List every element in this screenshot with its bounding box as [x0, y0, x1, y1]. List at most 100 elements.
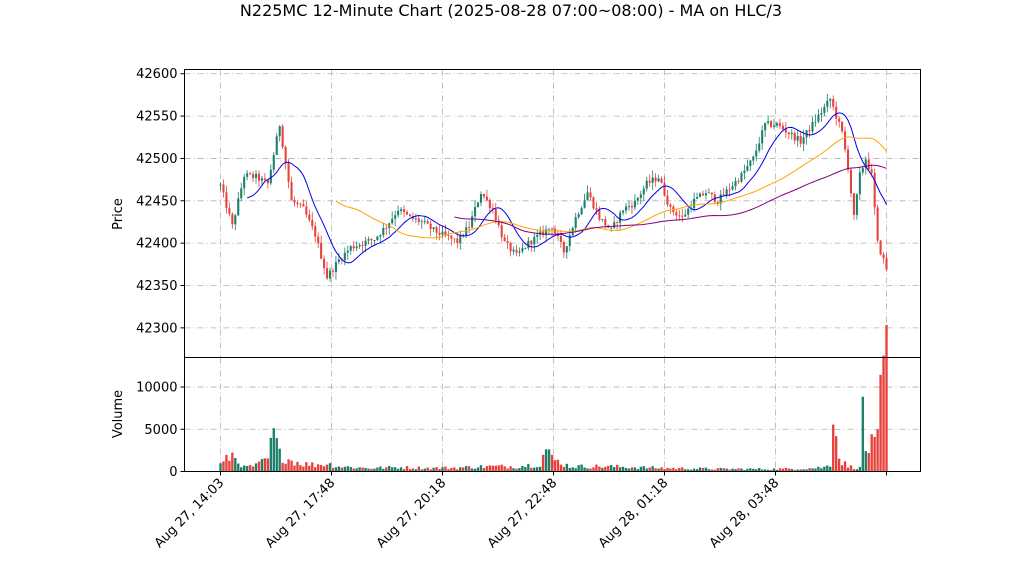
candle-body: [829, 99, 832, 101]
candle-body: [616, 222, 619, 223]
candle-body: [627, 206, 631, 207]
candle-body: [234, 215, 237, 225]
price-tick-label: 42450: [136, 194, 177, 209]
volume-bar: [358, 467, 361, 472]
volume-bar: [242, 465, 246, 472]
price-panel: 42300 42350 42400 42450 42500 42550 42600 Pric…: [111, 67, 921, 358]
candle-body: [684, 214, 687, 217]
volume-bar: [367, 468, 370, 472]
candle-body: [861, 168, 864, 173]
volume-bar: [840, 465, 844, 472]
candle-body: [876, 207, 879, 241]
candle-body: [453, 238, 456, 240]
volume-bar: [858, 466, 862, 472]
candle-body: [349, 246, 352, 251]
volume-bar: [506, 468, 509, 472]
volume-bar: [684, 469, 687, 472]
volume-bar: [518, 468, 521, 472]
candle-body: [240, 188, 243, 199]
volume-bar: [645, 468, 648, 472]
volume-bar: [544, 449, 548, 472]
volume-bar: [530, 467, 533, 472]
candle-body: [817, 114, 820, 122]
volume-bar: [334, 467, 338, 472]
volume-bar: [373, 468, 376, 472]
volume-bar: [432, 467, 435, 472]
candle-body: [370, 238, 373, 241]
volume-bar: [618, 467, 622, 472]
volume-bar: [337, 466, 341, 472]
volume-bar: [237, 463, 240, 472]
candle-body: [595, 208, 598, 211]
candle-body: [462, 234, 465, 236]
candle-body: [225, 192, 228, 209]
volume-bar: [402, 469, 406, 472]
candle-body: [293, 200, 296, 203]
candle-body: [885, 258, 888, 270]
volume-bar: [476, 467, 480, 472]
candle-body: [784, 129, 787, 133]
candle-body: [249, 173, 252, 175]
candle-body: [533, 236, 536, 245]
volume-bar: [654, 468, 657, 472]
price-grid: [184, 69, 921, 358]
candle-body: [219, 184, 222, 186]
candle-body: [355, 246, 358, 249]
volume-bar: [802, 469, 805, 472]
volume-bar: [479, 465, 483, 472]
volume-bar: [447, 469, 450, 472]
volume-bar: [669, 468, 672, 472]
volume-bar: [710, 469, 714, 472]
candle-body: [302, 204, 305, 207]
candle-body: [311, 219, 314, 227]
volume-bar: [316, 464, 320, 472]
volume-bar: [592, 467, 595, 472]
candle-body: [222, 184, 225, 193]
volume-bar: [580, 464, 583, 472]
candle-body: [246, 173, 249, 177]
volume-bar: [834, 436, 838, 472]
volume-bar: [257, 461, 261, 472]
volume-bar: [879, 374, 882, 472]
volume-bar: [666, 467, 669, 472]
volume-bar: [598, 466, 601, 472]
volume-bar: [882, 355, 885, 472]
candle-body: [317, 236, 320, 243]
candle-body: [352, 246, 355, 249]
volume-bar: [627, 468, 631, 472]
candle-body: [503, 237, 506, 242]
volume-bar: [562, 466, 566, 472]
volume-bar: [272, 428, 275, 472]
candle-body: [417, 218, 420, 222]
candle-body: [252, 174, 255, 178]
volume-bar: [574, 468, 577, 472]
candle-body: [331, 270, 335, 272]
candle-body: [275, 136, 278, 156]
candle-body: [663, 182, 666, 196]
candle-body: [633, 200, 636, 208]
candle-body: [565, 246, 568, 253]
candle-body: [512, 249, 515, 252]
volume-bar: [302, 466, 305, 472]
x-tick-label: Aug 27, 22:48: [485, 476, 561, 552]
volume-bar: [388, 465, 391, 472]
volume-bar: [370, 468, 373, 472]
volume-grid: [184, 357, 921, 472]
candle-body: [734, 180, 737, 187]
candle-body: [497, 220, 500, 226]
volume-bar: [716, 468, 719, 472]
volume-bar: [322, 466, 326, 472]
volume-bar: [755, 469, 758, 472]
volume-bar: [287, 459, 290, 472]
volume-bar: [595, 464, 598, 472]
volume-bar: [494, 465, 497, 472]
volume-bar: [450, 467, 453, 472]
candle-body: [619, 212, 622, 223]
ma-slow-line: [454, 164, 887, 235]
volume-bar: [678, 467, 681, 472]
candle-body: [838, 118, 841, 122]
volume-bar: [704, 467, 708, 472]
candle-body: [269, 169, 272, 184]
candle-body: [568, 235, 571, 247]
price-tick-label: 42600: [136, 67, 177, 82]
